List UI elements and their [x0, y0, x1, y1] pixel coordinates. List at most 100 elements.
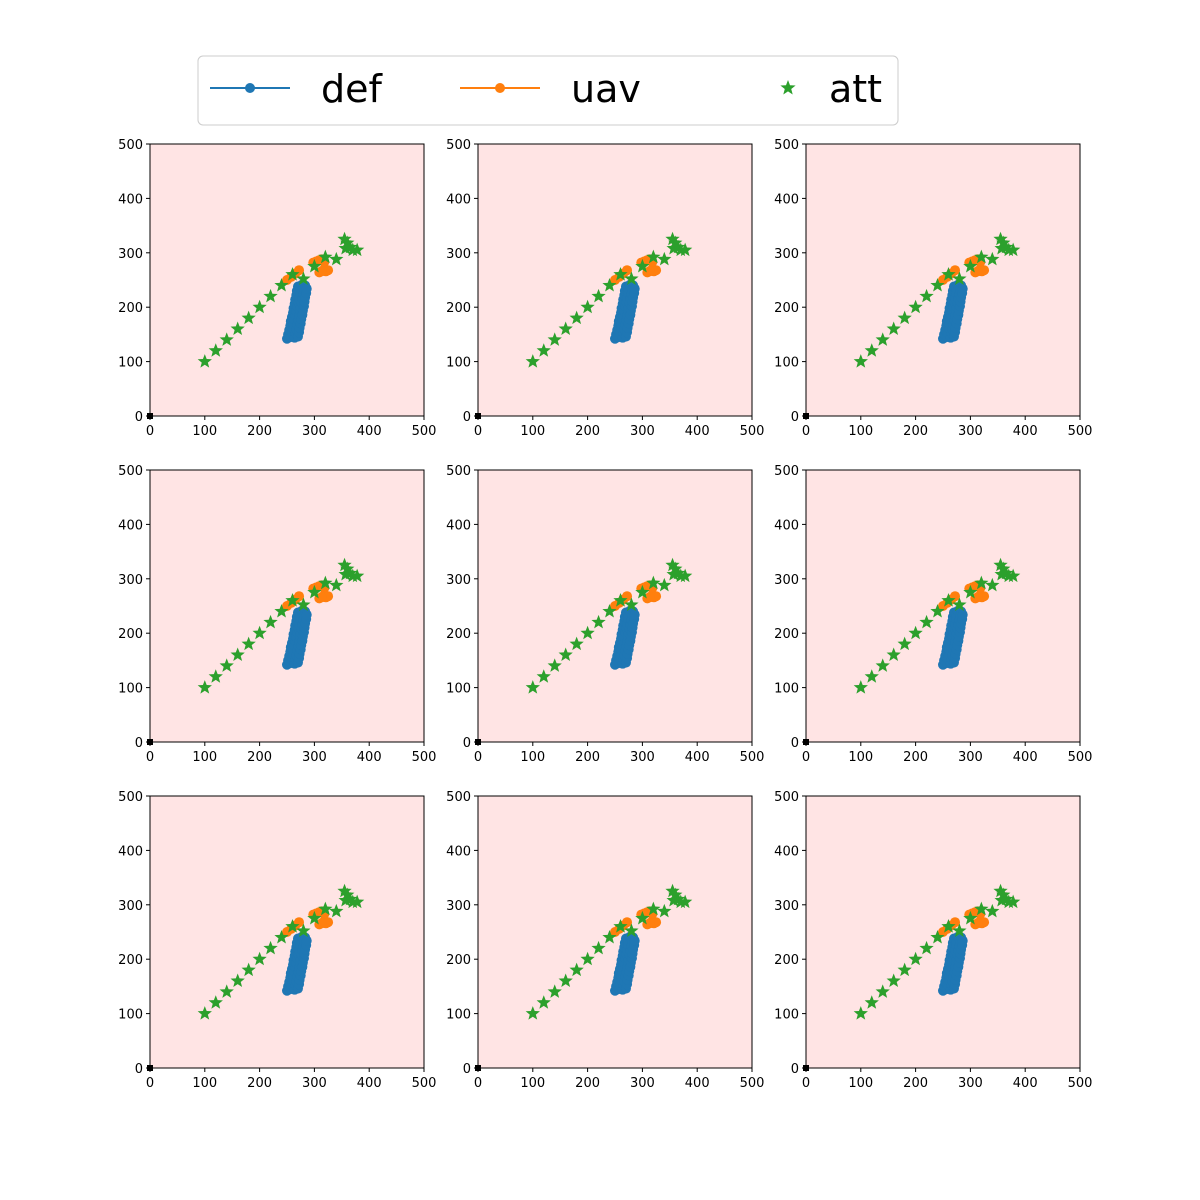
data-point-att — [974, 575, 989, 590]
y-tick-label: 100 — [774, 682, 799, 697]
data-point-att — [263, 614, 278, 629]
y-tick-label: 100 — [774, 1008, 799, 1023]
data-point-def — [629, 935, 640, 946]
data-point-att — [646, 249, 661, 264]
data-point-att — [930, 277, 945, 292]
y-tick-label: 0 — [135, 410, 143, 425]
data-point-att — [329, 251, 344, 266]
y-tick-label: 400 — [774, 518, 799, 533]
y-tick-label: 500 — [446, 790, 471, 805]
data-point-att — [985, 903, 1000, 918]
subplot-6: 0 100 200 300 400 500 0 100 200 300 400 500 — [774, 464, 1092, 765]
y-tick-label: 100 — [118, 682, 143, 697]
data-point-att — [963, 258, 978, 273]
data-point-att — [536, 995, 551, 1009]
data-point-att — [853, 1006, 868, 1020]
data-point-att — [886, 321, 901, 336]
data-point-att — [340, 887, 355, 902]
data-point-att — [993, 883, 1008, 898]
data-point-att — [996, 235, 1011, 250]
x-tick-label: 500 — [412, 424, 437, 439]
y-tick-label: 100 — [446, 356, 471, 371]
data-point-att — [963, 910, 978, 925]
subplot-7: 0 100 200 300 400 500 0 100 200 300 400 500 — [118, 790, 436, 1091]
data-point-att — [678, 242, 693, 257]
data-point-att — [252, 299, 267, 314]
data-point-att — [678, 894, 693, 909]
y-tick-label: 100 — [118, 356, 143, 371]
data-point-att — [208, 995, 223, 1009]
data-point-att — [591, 288, 606, 303]
data-point-att — [624, 923, 639, 937]
axes-frame — [805, 469, 1081, 743]
y-tick-label: 400 — [446, 518, 471, 533]
data-point-att — [613, 267, 628, 281]
y-tick-label: 200 — [774, 953, 799, 968]
data-point-att — [219, 984, 234, 998]
x-tick-label: 400 — [685, 424, 710, 439]
data-point-uav — [972, 592, 983, 603]
axis-ticks: 0 100 200 300 400 500 0 100 200 300 400 500 — [446, 790, 764, 1091]
data-point-att — [219, 658, 234, 672]
y-tick-label: 300 — [118, 247, 143, 262]
x-tick-label: 0 — [802, 424, 810, 439]
legend-item-def: def — [210, 67, 384, 111]
data-point-att — [908, 625, 923, 640]
x-tick-label: 200 — [903, 424, 928, 439]
data-point-att — [994, 240, 1009, 255]
data-point-att — [602, 929, 617, 944]
data-point-att — [547, 658, 562, 672]
data-point-att — [591, 614, 606, 629]
data-point-att — [569, 310, 584, 325]
y-tick-label: 500 — [118, 464, 143, 479]
data-point-att — [252, 625, 267, 640]
subplot-4: 0 100 200 300 400 500 0 100 200 300 400 500 — [118, 464, 436, 765]
axes-frame — [477, 795, 753, 1069]
data-point-att — [208, 669, 223, 683]
data-point-att — [285, 593, 300, 607]
legend-item-uav: uav — [460, 67, 641, 111]
data-point-att — [919, 614, 934, 629]
x-tick-label: 300 — [302, 1076, 327, 1091]
data-point-att — [580, 299, 595, 314]
data-point-att — [197, 354, 212, 368]
data-point-att — [886, 647, 901, 662]
x-tick-label: 400 — [685, 750, 710, 765]
data-point-att — [318, 249, 333, 264]
data-point-att — [252, 951, 267, 966]
data-point-att — [296, 923, 311, 937]
x-tick-label: 500 — [740, 1076, 765, 1091]
data-point-att — [665, 883, 680, 898]
series-att — [197, 557, 365, 694]
data-point-att — [666, 240, 681, 255]
data-point-def — [301, 609, 312, 620]
x-tick-label: 300 — [958, 424, 983, 439]
x-tick-label: 400 — [1013, 424, 1038, 439]
data-point-att — [338, 892, 353, 907]
y-tick-label: 0 — [463, 736, 471, 751]
data-point-def — [957, 283, 968, 294]
y-tick-label: 300 — [118, 899, 143, 914]
data-point-uav — [316, 918, 327, 929]
y-tick-label: 0 — [463, 1062, 471, 1077]
data-point-uav — [316, 592, 327, 603]
y-tick-label: 500 — [774, 138, 799, 153]
legend-label: def — [321, 67, 384, 111]
subplot-1: 0 100 200 300 400 500 0 100 200 300 400 500 — [118, 138, 436, 439]
data-point-att — [657, 251, 672, 266]
x-tick-label: 300 — [302, 750, 327, 765]
data-point-att — [919, 940, 934, 955]
data-point-att — [666, 566, 681, 581]
x-tick-label: 100 — [848, 1076, 873, 1091]
y-tick-label: 500 — [774, 790, 799, 805]
x-tick-label: 0 — [474, 750, 482, 765]
y-tick-label: 400 — [446, 844, 471, 859]
x-tick-label: 500 — [1068, 1076, 1093, 1091]
data-point-att — [897, 962, 912, 977]
subplot-5: 0 100 200 300 400 500 0 100 200 300 400 500 — [446, 464, 764, 765]
y-tick-label: 0 — [135, 1062, 143, 1077]
data-point-att — [241, 636, 256, 651]
axis-ticks: 0 100 200 300 400 500 0 100 200 300 400 500 — [118, 138, 436, 439]
x-tick-label: 0 — [474, 424, 482, 439]
x-tick-label: 100 — [848, 750, 873, 765]
